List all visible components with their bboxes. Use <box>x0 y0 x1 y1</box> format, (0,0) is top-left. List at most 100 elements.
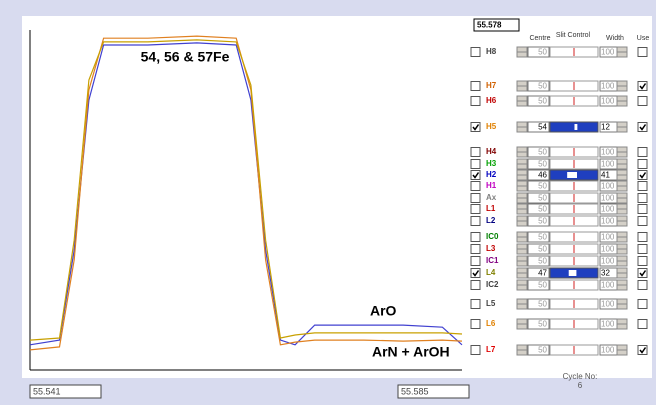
centre-value: 50 <box>538 148 547 157</box>
row-label: L7 <box>486 345 496 354</box>
centre-value: 50 <box>538 257 547 266</box>
checkbox[interactable] <box>637 280 648 290</box>
checkbox[interactable] <box>637 181 648 191</box>
row-label: H2 <box>486 170 497 179</box>
checkbox[interactable] <box>637 345 648 355</box>
centre-value: 50 <box>538 182 547 191</box>
trace <box>29 39 463 341</box>
checkbox[interactable] <box>637 170 648 180</box>
checkmark <box>472 270 480 277</box>
centre-value: 50 <box>538 346 547 355</box>
row-label: H3 <box>486 159 497 168</box>
centre-box[interactable] <box>527 215 550 227</box>
checkbox[interactable] <box>470 122 481 132</box>
row-label: L1 <box>486 204 496 213</box>
centre-value: 50 <box>538 281 547 290</box>
centre-box[interactable] <box>527 180 550 192</box>
checkbox[interactable] <box>470 96 481 106</box>
checkbox[interactable] <box>470 193 481 203</box>
row-label: IC2 <box>486 280 499 289</box>
centre-box[interactable] <box>527 95 550 107</box>
checkbox[interactable] <box>637 204 648 214</box>
centre-box[interactable] <box>527 46 550 58</box>
checkbox[interactable] <box>470 81 481 91</box>
centre-box[interactable] <box>527 298 550 310</box>
checkbox[interactable] <box>470 268 481 278</box>
width-value: 100 <box>601 205 615 214</box>
row-label: H7 <box>486 81 497 90</box>
checkbox[interactable] <box>637 122 648 132</box>
checkbox[interactable] <box>470 232 481 242</box>
checkbox[interactable] <box>637 193 648 203</box>
width-value: 100 <box>601 148 615 157</box>
row-label: L6 <box>486 319 496 328</box>
x-start: 55.541 <box>33 386 61 396</box>
checkbox[interactable] <box>470 299 481 309</box>
checkbox[interactable] <box>470 244 481 254</box>
centre-box[interactable] <box>527 169 550 181</box>
centre-box[interactable] <box>527 243 550 255</box>
centre-box[interactable] <box>527 146 550 158</box>
checkbox[interactable] <box>637 159 648 169</box>
checkmark <box>639 172 647 179</box>
checkbox[interactable] <box>637 147 648 157</box>
width-value: 100 <box>601 97 615 106</box>
centre-box[interactable] <box>527 318 550 330</box>
centre-box[interactable] <box>527 121 550 133</box>
width-value: 100 <box>601 233 615 242</box>
centre-value: 50 <box>538 233 547 242</box>
checkbox[interactable] <box>637 256 648 266</box>
centre-box[interactable] <box>527 267 550 279</box>
centre-box[interactable] <box>527 203 550 215</box>
checkbox[interactable] <box>637 268 648 278</box>
checkbox[interactable] <box>637 81 648 91</box>
centre-box[interactable] <box>527 158 550 170</box>
row-label: L2 <box>486 216 496 225</box>
row-label: IC1 <box>486 256 499 265</box>
checkbox[interactable] <box>470 159 481 169</box>
checkbox[interactable] <box>470 256 481 266</box>
checkbox[interactable] <box>470 216 481 226</box>
checkbox[interactable] <box>637 232 648 242</box>
checkbox[interactable] <box>470 345 481 355</box>
centre-box[interactable] <box>527 192 550 204</box>
checkbox[interactable] <box>637 244 648 254</box>
checkmark <box>639 270 647 277</box>
checkbox[interactable] <box>470 181 481 191</box>
slit-window <box>574 124 578 130</box>
checkmark <box>639 83 647 90</box>
centre-value: 50 <box>538 48 547 57</box>
row-label: IC0 <box>486 232 499 241</box>
centre-box[interactable] <box>527 279 550 291</box>
centre-value: 50 <box>538 320 547 329</box>
checkbox[interactable] <box>470 170 481 180</box>
checkbox[interactable] <box>637 216 648 226</box>
checkbox[interactable] <box>470 47 481 57</box>
centre-box[interactable] <box>527 344 550 356</box>
width-value: 100 <box>601 82 615 91</box>
centre-box[interactable] <box>527 231 550 243</box>
centre-box[interactable] <box>527 255 550 267</box>
centre-box[interactable] <box>527 80 550 92</box>
row-label: L4 <box>486 268 496 277</box>
header: Slit Control <box>556 32 591 39</box>
centre-value: 50 <box>538 217 547 226</box>
width-value: 41 <box>601 171 610 180</box>
checkbox[interactable] <box>470 319 481 329</box>
header: Use <box>637 35 650 42</box>
row-label: Ax <box>486 193 497 202</box>
checkbox[interactable] <box>470 280 481 290</box>
width-value: 100 <box>601 346 615 355</box>
readout-box <box>473 18 520 32</box>
checkbox[interactable] <box>637 47 648 57</box>
checkbox[interactable] <box>637 96 648 106</box>
checkbox[interactable] <box>470 147 481 157</box>
checkbox[interactable] <box>637 299 648 309</box>
checkbox[interactable] <box>637 319 648 329</box>
checkbox[interactable] <box>470 204 481 214</box>
centre-value: 50 <box>538 82 547 91</box>
width-value: 100 <box>601 48 615 57</box>
width-value: 100 <box>601 217 615 226</box>
width-value: 100 <box>601 257 615 266</box>
